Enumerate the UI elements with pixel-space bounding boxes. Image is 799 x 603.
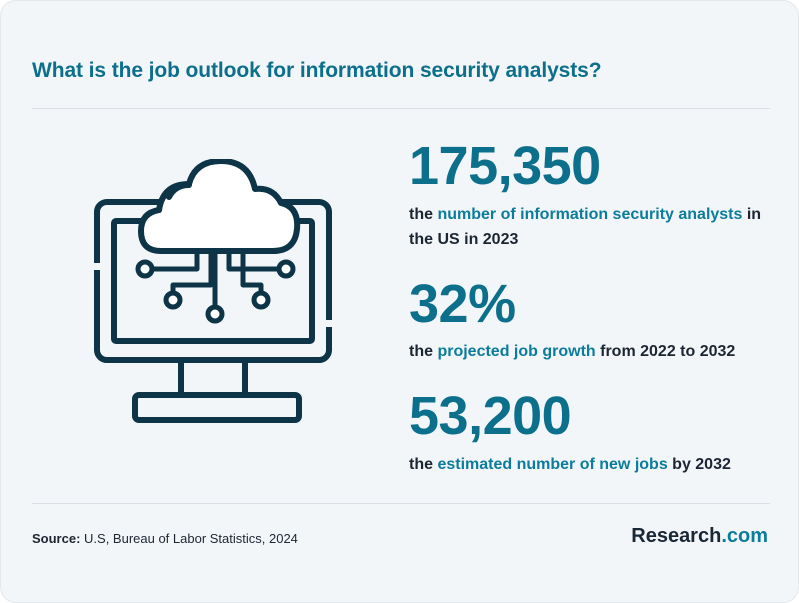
source-label: Source: [32,531,81,546]
source-citation: Source: U.S, Bureau of Labor Statistics,… [32,531,298,546]
stat-new-jobs-highlight: estimated number of new jobs [437,456,668,473]
source-text: U.S, Bureau of Labor Statistics, 2024 [80,531,298,546]
brand-name: Research [631,525,722,547]
stat-analysts-count: 175,350 [409,136,601,196]
brand-tld: .com [721,525,768,547]
stat-analysts-description: the number of information security analy… [409,206,762,248]
stat-new-jobs-description: the estimated number of new jobs by 2032 [409,456,731,473]
stat-new-jobs-count: 53,200 [409,386,572,446]
stat-growth-percent: 32% [409,274,516,334]
page-title: What is the job outlook for information … [32,59,602,82]
cloud-computer-icon [91,158,334,424]
top-divider [32,108,770,109]
brand-logo: Research.com [631,525,768,548]
stat-analysts-highlight: number of information security analysts [437,206,743,223]
bottom-divider [32,503,770,504]
stat-growth-highlight: projected job growth [437,343,596,360]
stat-growth-description: the projected job growth from 2022 to 20… [409,343,736,360]
